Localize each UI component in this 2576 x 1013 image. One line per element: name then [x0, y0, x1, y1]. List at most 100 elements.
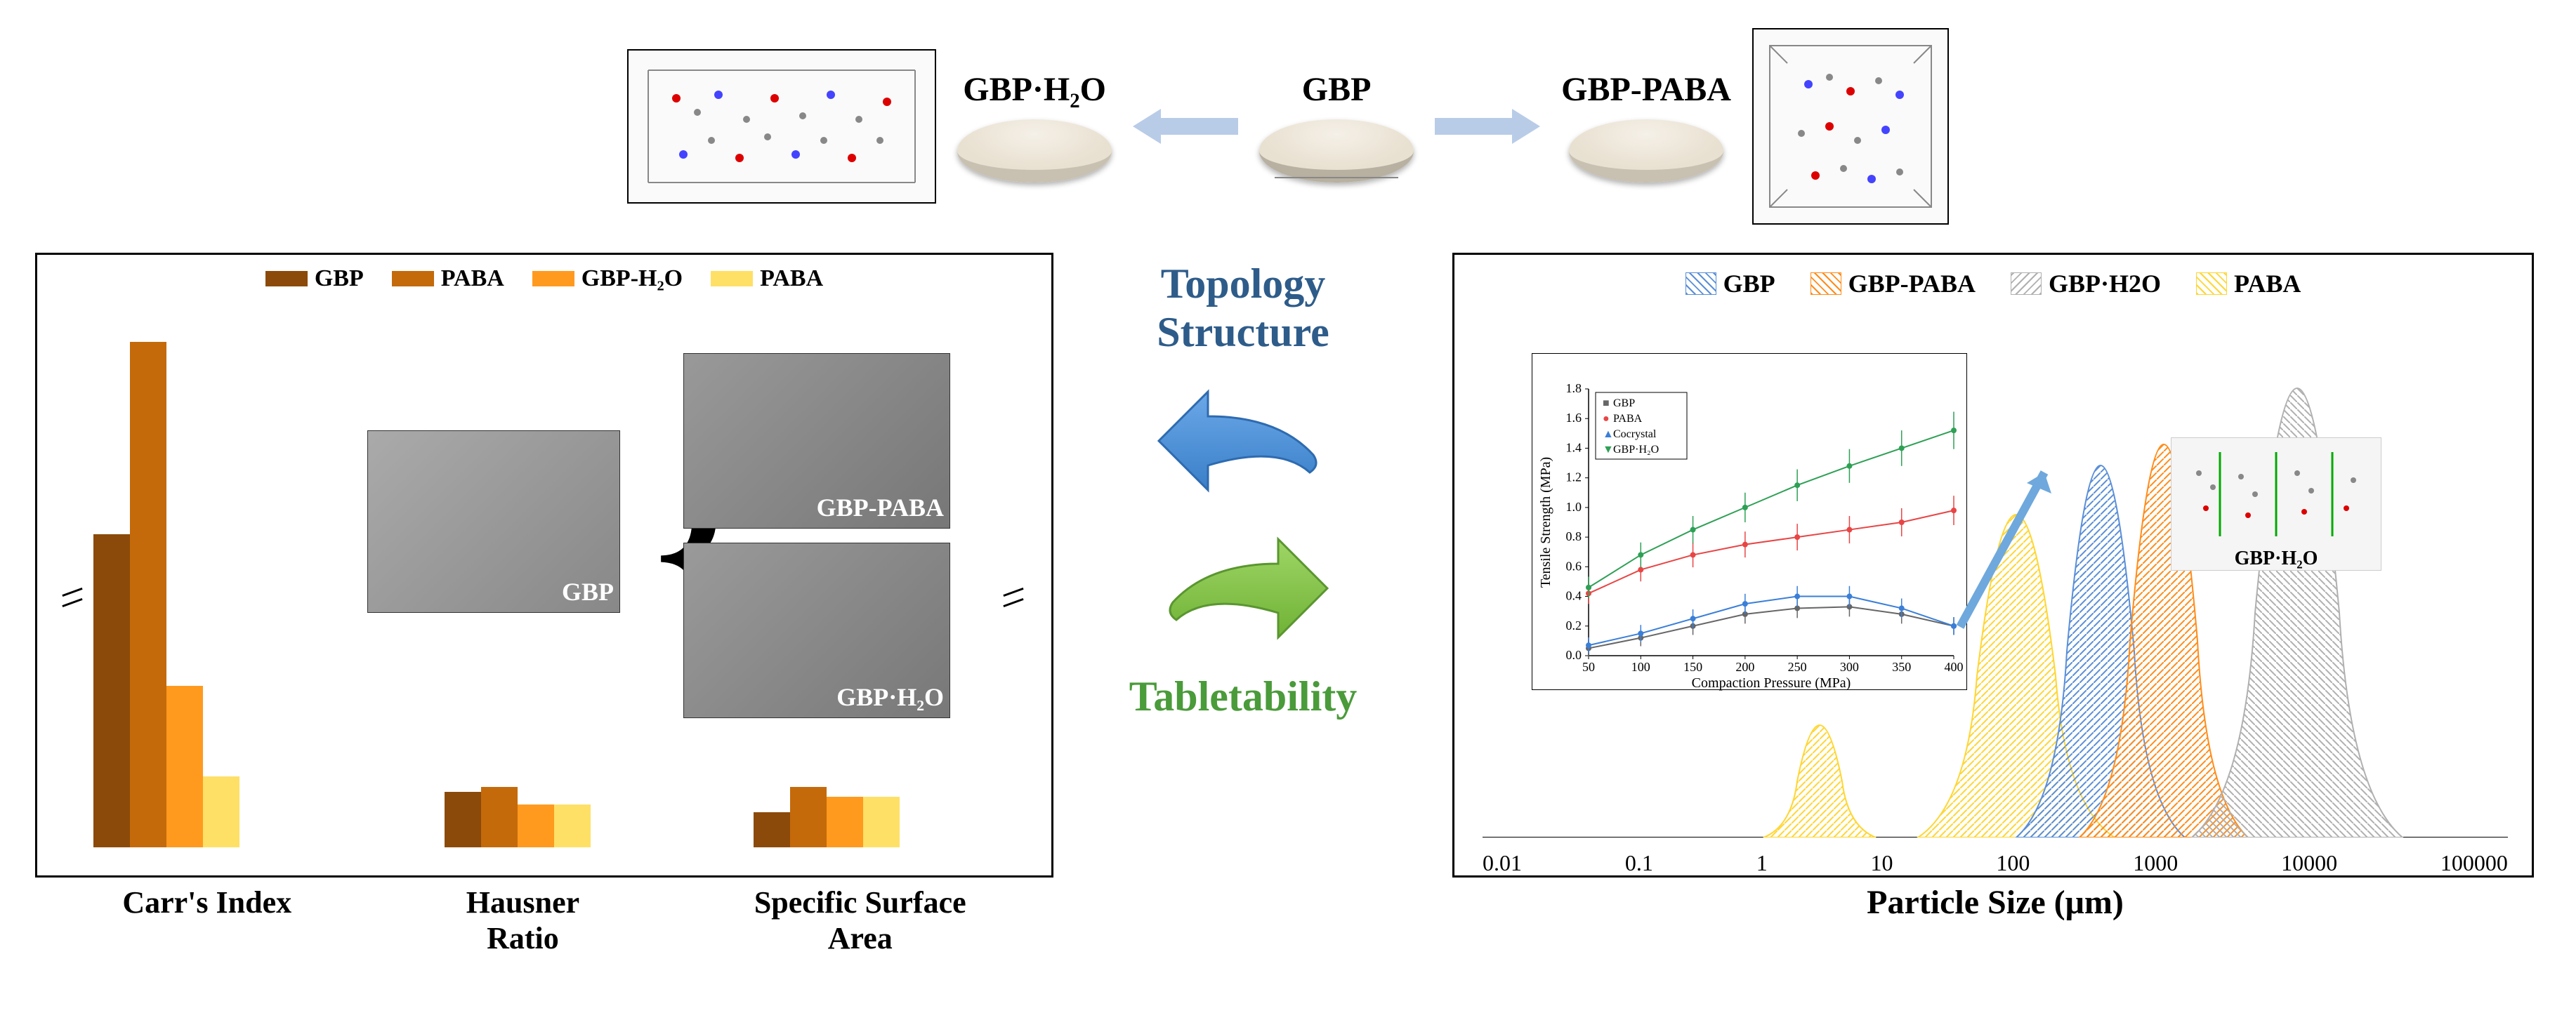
- bar: [166, 686, 203, 847]
- tablet-h2o: GBP·H₂O: [957, 70, 1112, 183]
- distribution-peak: [1763, 725, 1876, 837]
- bar: [203, 776, 239, 847]
- molecule-graphic-right: [1759, 35, 1942, 218]
- svg-text:150: 150: [1683, 660, 1702, 674]
- bottom-row: GBPPABAGBP-H₂OPABA GBP { GBP-PABA GBP·H₂…: [0, 253, 2576, 1004]
- tablet-gbp: GBP: [1259, 70, 1414, 183]
- bar: [130, 342, 166, 847]
- svg-text:▲: ▲: [1603, 428, 1614, 440]
- sem-label: GBP-PABA: [817, 493, 944, 522]
- svg-text:400: 400: [1945, 660, 1964, 674]
- svg-text:PABA: PABA: [1613, 413, 1643, 425]
- legend-swatch: [1685, 272, 1716, 295]
- inset-tensile-chart: 50 100 150 200 250 300 350 400 0.0 0.2 0.4 0.6 0.8 1.…: [1532, 353, 1967, 690]
- legend-item: PABA: [2196, 269, 2301, 298]
- legend-text: PABA: [760, 265, 823, 292]
- legend-item: GBP-PABA: [1811, 269, 1976, 298]
- sem-image-gbp-paba: GBP-PABA: [683, 353, 950, 529]
- crystal-structure-right: [1752, 28, 1949, 225]
- legend-swatch: [392, 271, 434, 286]
- svg-text:250: 250: [1788, 660, 1807, 674]
- bar-legend: GBP PABA GBP-H₂O PABA: [37, 255, 1051, 303]
- legend-text: GBP-PABA: [1848, 269, 1976, 298]
- legend-item: GBP: [1685, 269, 1775, 298]
- svg-text:0.8: 0.8: [1566, 529, 1582, 543]
- svg-text:100: 100: [1631, 660, 1650, 674]
- bar: [554, 805, 591, 847]
- tablet-disc-h2o: [957, 119, 1112, 183]
- top-row: GBP·H₂O GBP GBP-PABA: [0, 7, 2576, 246]
- bar: [827, 797, 863, 847]
- legend-swatch: [2011, 272, 2042, 295]
- psd-legend: GBP GBP-PABA GBP·H2O PABA: [1454, 255, 2532, 312]
- arrow-left: [1133, 105, 1238, 147]
- svg-text:GBP: GBP: [1613, 397, 1635, 409]
- svg-text:0.0: 0.0: [1566, 648, 1582, 662]
- arrow-right: [1435, 105, 1540, 147]
- legend-item: GBP-H₂O: [532, 265, 683, 292]
- legend-text: GBP·H2O: [2049, 269, 2161, 298]
- label-gbp: GBP: [1302, 70, 1372, 109]
- psd-x-ticks: 0.010.1110100100010000100000: [1483, 850, 2508, 876]
- label-gbp-h2o: GBP·H₂O: [963, 70, 1106, 109]
- svg-text:Compaction Pressure (MPa): Compaction Pressure (MPa): [1692, 675, 1851, 691]
- svg-text:1.8: 1.8: [1566, 381, 1582, 395]
- bar: [481, 787, 518, 847]
- inset-crystal-structure: GBP·H₂O: [2171, 437, 2381, 571]
- tablet-paba: GBP-PABA: [1561, 70, 1731, 183]
- x-tick: 100: [1996, 850, 2030, 876]
- svg-text:0.4: 0.4: [1566, 589, 1582, 603]
- svg-text:1.6: 1.6: [1566, 411, 1582, 425]
- bar-x-label: HausnerRatio: [466, 885, 579, 956]
- tablet-disc-gbp: [1259, 119, 1414, 183]
- svg-text:1.4: 1.4: [1566, 440, 1582, 454]
- svg-text:0.2: 0.2: [1566, 618, 1582, 633]
- legend-item: GBP: [265, 265, 364, 292]
- svg-text:200: 200: [1735, 660, 1754, 674]
- bar: [863, 797, 900, 847]
- legend-text: PABA: [2234, 269, 2301, 298]
- x-tick: 1000: [2133, 850, 2178, 876]
- sem-label: GBP·H₂O: [836, 682, 944, 712]
- legend-item: PABA: [711, 265, 823, 292]
- tabletability-label: Tabletability: [1129, 673, 1358, 721]
- svg-text:1.0: 1.0: [1566, 500, 1582, 514]
- x-tick: 1: [1756, 850, 1768, 876]
- svg-text:50: 50: [1582, 660, 1595, 674]
- legend-text: GBP: [1723, 269, 1775, 298]
- svg-text:●: ●: [1603, 413, 1610, 425]
- bar-group: [754, 787, 900, 847]
- sem-image-gbp-h2o: GBP·H₂O: [683, 543, 950, 718]
- svg-text:Tensile Strength (MPa): Tensile Strength (MPa): [1538, 457, 1553, 588]
- center-column: Topology Structure Tabletability: [1075, 260, 1412, 721]
- bar-group: [93, 342, 239, 847]
- x-tick: 100000: [2440, 850, 2508, 876]
- arrow-blue-icon: [1152, 378, 1334, 504]
- legend-swatch: [1811, 272, 1841, 295]
- topology-label: Topology Structure: [1157, 260, 1329, 357]
- bar: [790, 787, 827, 847]
- sem-label: GBP: [562, 577, 614, 607]
- bar: [445, 792, 481, 847]
- svg-text:Cocrystal: Cocrystal: [1613, 428, 1657, 440]
- svg-text:0.6: 0.6: [1566, 559, 1582, 573]
- svg-text:GBP·H₂O: GBP·H₂O: [1613, 444, 1659, 456]
- x-tick: 0.1: [1625, 850, 1653, 876]
- legend-text: GBP-H₂O: [581, 265, 683, 292]
- axis-break-right: [1006, 588, 1027, 609]
- legend-item: PABA: [392, 265, 504, 292]
- psd-plot-area: 0.010.1110100100010000100000 Particle Si…: [1483, 318, 2508, 837]
- arrow-green-icon: [1152, 525, 1334, 651]
- svg-text:▼: ▼: [1603, 444, 1614, 456]
- crystal-structure-left: [627, 49, 936, 204]
- psd-panel: GBP GBP-PABA GBP·H2O PABA 0.010.11101001000…: [1452, 253, 2534, 878]
- bar: [93, 534, 130, 847]
- svg-text:350: 350: [1892, 660, 1911, 674]
- legend-text: GBP: [315, 265, 364, 292]
- svg-text:■: ■: [1603, 397, 1610, 409]
- x-tick: 10000: [2281, 850, 2337, 876]
- x-tick: 10: [1871, 850, 1893, 876]
- psd-x-label: Particle Size (μm): [1483, 883, 2508, 922]
- svg-text:300: 300: [1840, 660, 1859, 674]
- bar-x-label: Carr's Index: [122, 885, 291, 956]
